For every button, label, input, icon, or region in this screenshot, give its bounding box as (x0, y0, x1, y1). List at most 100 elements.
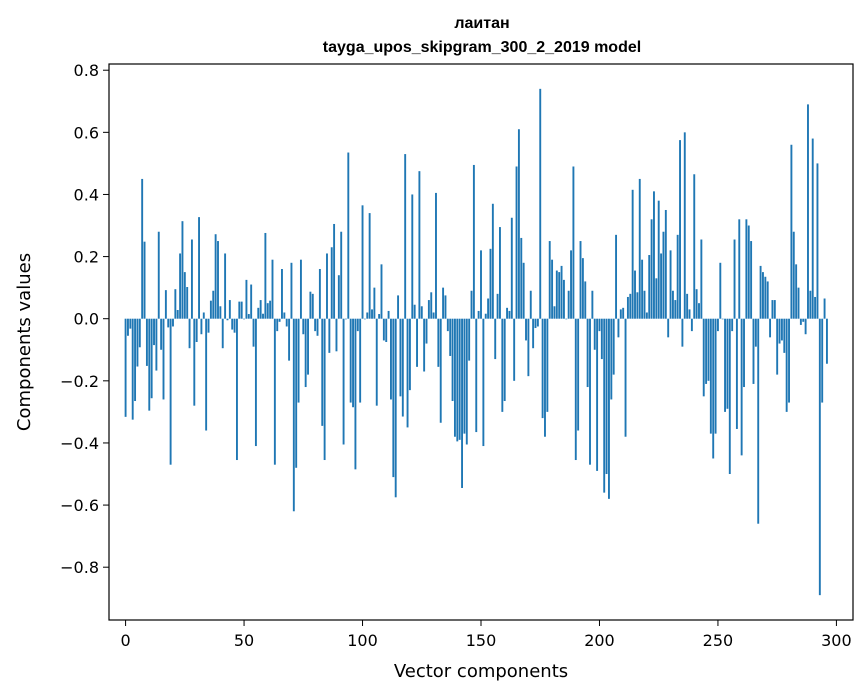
y-axis-label: Components values (14, 253, 35, 431)
y-tick-label: −0.2 (60, 372, 99, 391)
bar-264 (750, 241, 753, 319)
bar-183 (558, 272, 561, 319)
bar-188 (570, 250, 572, 319)
bar-225 (657, 200, 660, 319)
bar-69 (288, 318, 291, 361)
bar-143 (463, 318, 466, 434)
bar-253 (724, 318, 726, 412)
bar-145 (468, 318, 471, 361)
bar-194 (584, 281, 587, 319)
bar-289 (809, 290, 812, 319)
bar-224 (655, 278, 658, 319)
bar-221 (648, 255, 651, 319)
bar-34 (205, 318, 208, 431)
bar-150 (480, 250, 482, 319)
bar-278 (783, 318, 786, 353)
bar-110 (385, 318, 388, 342)
bar-254 (726, 318, 729, 409)
bar-214 (631, 189, 634, 319)
bar-80 (314, 318, 317, 332)
bar-67 (283, 312, 286, 319)
bar-288 (807, 104, 809, 319)
bar-56 (257, 307, 260, 319)
bar-176 (541, 318, 544, 419)
bar-64 (276, 318, 279, 332)
bar-94 (347, 152, 350, 319)
bar-168 (522, 262, 525, 319)
bar-11 (150, 318, 153, 399)
bar-68 (285, 318, 288, 327)
bar-3 (131, 318, 134, 420)
x-tick-label: 50 (234, 631, 254, 650)
bar-124 (418, 171, 421, 319)
bar-134 (442, 287, 445, 319)
bar-257 (733, 239, 736, 319)
bar-148 (475, 318, 478, 433)
bar-70 (290, 262, 293, 319)
bar-76 (304, 318, 307, 388)
bar-153 (487, 298, 490, 319)
bar-106 (375, 318, 378, 406)
y-tick-label: −0.4 (60, 434, 99, 453)
bar-132 (437, 318, 440, 367)
bar-98 (356, 318, 359, 332)
bar-128 (427, 300, 430, 319)
bar-265 (752, 318, 755, 384)
bar-55 (254, 318, 257, 447)
bar-155 (491, 203, 494, 319)
bar-51 (245, 279, 248, 319)
bar-83 (321, 318, 324, 426)
bar-197 (591, 290, 594, 319)
bar-293 (818, 318, 821, 596)
bar-177 (544, 318, 546, 437)
bar-71 (292, 318, 295, 512)
bar-272 (769, 318, 772, 338)
bar-220 (645, 312, 648, 319)
bar-287 (804, 318, 807, 335)
bar-217 (638, 178, 641, 319)
bar-60 (266, 303, 269, 319)
bar-116 (399, 318, 402, 397)
bar-259 (738, 219, 741, 319)
x-tick-label: 200 (584, 631, 615, 650)
bar-202 (603, 318, 606, 493)
bar-97 (354, 318, 357, 470)
bar-207 (615, 234, 618, 319)
bar-249 (714, 318, 717, 434)
bar-4 (134, 318, 137, 402)
bar-5 (136, 318, 139, 367)
bar-121 (411, 194, 414, 319)
bar-238 (688, 309, 691, 319)
bar-195 (586, 318, 589, 388)
y-axis-ticks: −0.8 −0.6 −0.4 −0.2 0.0 0.2 0.4 0.6 0.8 (60, 61, 109, 577)
x-tick-label: 100 (347, 631, 378, 650)
bar-72 (295, 318, 298, 468)
bar-1 (127, 318, 129, 336)
bar-200 (598, 318, 601, 332)
bar-284 (797, 287, 800, 319)
bar-243 (700, 239, 703, 319)
bar-208 (617, 318, 620, 338)
bar-21 (174, 289, 177, 319)
bar-267 (757, 318, 760, 524)
bar-115 (397, 295, 400, 319)
bar-283 (795, 264, 798, 319)
bar-281 (790, 144, 793, 319)
bar-280 (788, 318, 790, 403)
bar-262 (745, 219, 748, 319)
bar-95 (349, 318, 352, 403)
bar-218 (641, 259, 644, 319)
bar-210 (622, 307, 625, 319)
bar-103 (368, 213, 371, 319)
bar-140 (456, 318, 459, 442)
bar-213 (629, 293, 632, 319)
bar-222 (650, 219, 653, 319)
bar-244 (702, 318, 705, 397)
bars-group (124, 88, 828, 596)
bar-131 (435, 192, 437, 319)
bar-167 (520, 237, 523, 319)
bar-99 (359, 318, 362, 403)
bar-41 (221, 318, 224, 349)
bar-20 (172, 318, 174, 327)
